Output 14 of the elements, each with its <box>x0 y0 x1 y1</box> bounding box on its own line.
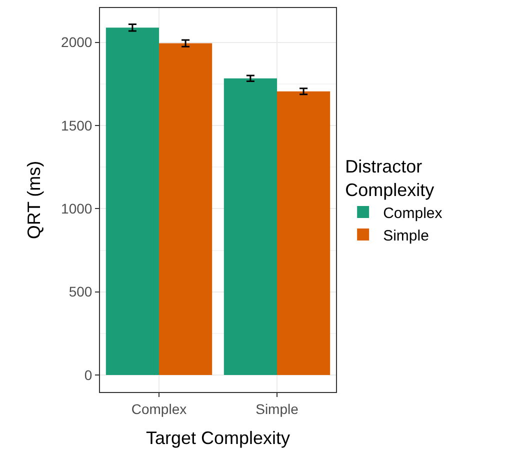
y-axis-title: QRT (ms) <box>24 160 44 240</box>
y-tick-label: 1000 <box>61 200 92 217</box>
legend-label: Complex <box>383 204 443 222</box>
y-tick-label: 2000 <box>61 34 92 50</box>
bar <box>224 78 277 376</box>
y-tick-label: 500 <box>68 284 92 300</box>
legend-title: Distractor Complexity <box>345 156 434 200</box>
legend-label: Simple <box>383 227 429 244</box>
bar <box>277 91 330 376</box>
bar <box>159 43 212 376</box>
bar <box>106 28 159 376</box>
x-axis-title: Target Complexity <box>146 428 290 448</box>
y-tick-label: 0 <box>84 366 92 383</box>
y-tick-label: 1500 <box>61 117 92 134</box>
